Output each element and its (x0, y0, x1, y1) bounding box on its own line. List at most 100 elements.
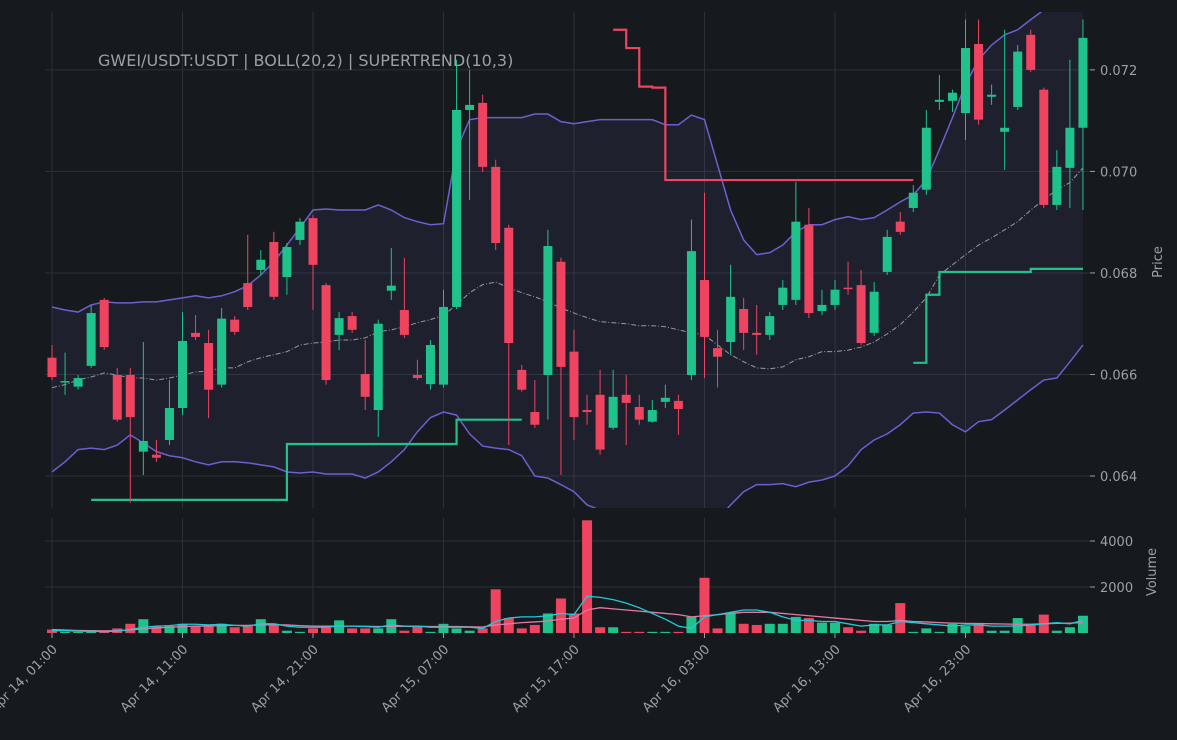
supertrend-up (91, 267, 1083, 501)
candle-body (204, 343, 214, 390)
volume-bar (503, 618, 514, 633)
candle-body (556, 261, 566, 367)
candle-body (86, 313, 96, 366)
candle-body (269, 241, 279, 297)
volume-bar (934, 631, 945, 633)
volume-bar (686, 616, 697, 633)
volume-bar (464, 630, 475, 633)
volume-bar (764, 623, 775, 633)
volume-bar (790, 616, 801, 633)
volume-bar (399, 630, 410, 633)
candle-body (178, 340, 187, 408)
candle-body (934, 99, 944, 102)
volume-bar (73, 631, 84, 633)
x-tick-label: Apr 14, 21:00 (248, 642, 321, 715)
candle-body (230, 319, 240, 332)
candle-body (765, 316, 775, 335)
volume-bar (516, 628, 527, 633)
candle-body (295, 221, 305, 240)
candle-body (595, 394, 605, 450)
volume-bar (229, 627, 240, 633)
candle-body (452, 109, 462, 307)
candle-body (373, 323, 383, 411)
volume-bar (425, 631, 436, 633)
volume-bar (164, 626, 175, 633)
volume-bar (986, 630, 997, 633)
candle-body (321, 285, 331, 381)
volume-bar (947, 623, 958, 633)
candle-body (1039, 89, 1049, 205)
volume-bar (281, 630, 292, 633)
candle-body (360, 373, 370, 397)
x-tick-label: Apr 14, 01:00 (0, 642, 61, 715)
candle-body (974, 43, 984, 120)
volume-bar (738, 623, 749, 633)
candle-body (191, 332, 201, 337)
x-tick-label: Apr 14, 11:00 (118, 642, 191, 715)
y-tick-label: 0.068 (1100, 267, 1137, 282)
candle-body (439, 306, 448, 385)
candle-body (151, 454, 161, 458)
volume-bar (360, 628, 371, 633)
candle-body (647, 410, 657, 422)
volume-marks (47, 520, 1088, 633)
y-axis-label: Volume (1145, 548, 1160, 596)
volume-bar (816, 622, 827, 633)
candle-body (791, 221, 801, 300)
candle-body (895, 221, 905, 232)
candle-body (112, 374, 122, 420)
candle-body (830, 289, 840, 305)
volume-bar (660, 631, 671, 633)
volume-bar (843, 627, 854, 633)
candle-body (856, 285, 866, 344)
candle-body (125, 374, 135, 418)
y-tick-label: 0.066 (1100, 368, 1137, 383)
volume-bar (555, 598, 566, 633)
volume-bar (268, 623, 279, 633)
candle-body (1052, 166, 1062, 205)
candle-body (634, 406, 644, 420)
candle-body (961, 48, 970, 114)
boll-band-area (52, 12, 1083, 508)
volume-bar (542, 613, 553, 633)
price-marks (47, 12, 1088, 508)
candle-body (726, 296, 736, 342)
volume-bar (347, 628, 358, 633)
candle-body (256, 259, 266, 270)
volume-bar (882, 624, 893, 633)
volume-bar (255, 619, 266, 633)
volume-bar (242, 626, 253, 633)
candle-body (478, 102, 488, 167)
y-tick-label: 0.072 (1100, 64, 1137, 79)
volume-bar (190, 626, 201, 633)
candle-body (921, 127, 931, 190)
volume-bar (294, 631, 305, 633)
candle-body (621, 394, 631, 403)
candle-body (804, 224, 814, 314)
volume-bar (177, 623, 188, 633)
candle-body (947, 92, 957, 101)
volume-bar (529, 624, 540, 633)
volume-bar (999, 630, 1010, 633)
volume-bar (582, 520, 593, 633)
y-tick-label: 4000 (1100, 535, 1133, 550)
candle-body (491, 166, 501, 243)
volume-bar (438, 623, 449, 633)
x-tick-label: Apr 16, 13:00 (770, 642, 843, 715)
volume-bar (308, 628, 318, 633)
candle-body (386, 285, 396, 291)
volume-bar (203, 626, 214, 633)
volume-bar (751, 624, 762, 633)
volume-bar (1025, 623, 1036, 633)
volume-bar (125, 623, 136, 633)
volume-bar (647, 631, 658, 633)
candle-body (908, 192, 918, 208)
candle-body (217, 318, 227, 385)
y-tick-label: 0.064 (1100, 470, 1137, 485)
candle-body (987, 94, 997, 97)
volume-bar (151, 626, 162, 633)
candle-body (164, 407, 174, 440)
volume-bar (86, 631, 97, 633)
candle-body (99, 299, 109, 348)
candle-body (660, 397, 670, 402)
